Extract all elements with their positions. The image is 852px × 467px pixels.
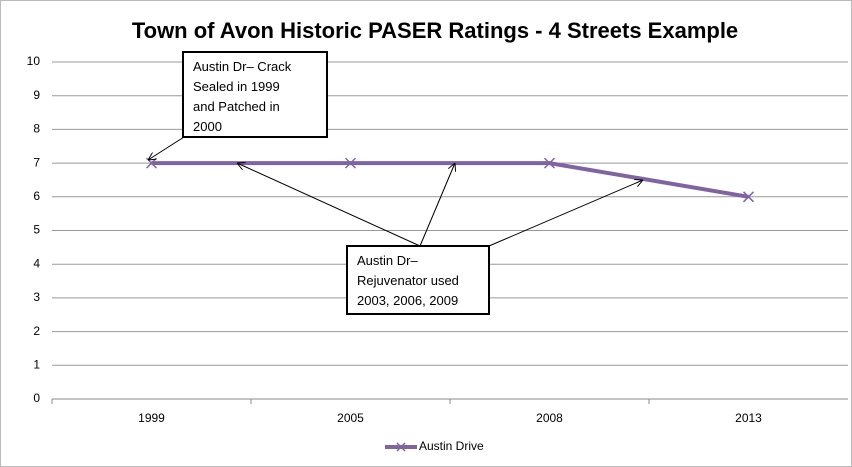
x-tick-label: 2005 <box>337 411 364 425</box>
annotation-arrow <box>419 163 455 247</box>
annotation-text: Austin Dr– <box>357 253 418 268</box>
point-marker <box>344 157 357 169</box>
x-tick-label: 2008 <box>536 411 563 425</box>
chart-title: Town of Avon Historic PASER Ratings - 4 … <box>132 18 738 43</box>
y-tick-label: 5 <box>33 223 40 237</box>
x-tick-label: 2013 <box>735 411 762 425</box>
annotation-arrow <box>148 136 185 160</box>
annotation-arrow <box>237 163 421 247</box>
annotation-text: 2003, 2006, 2009 <box>357 293 458 308</box>
y-tick-label: 1 <box>33 357 40 371</box>
annotation-text: Austin Dr– Crack <box>193 59 292 74</box>
y-tick-label: 6 <box>33 189 40 203</box>
annotation-box <box>346 245 490 315</box>
legend-label: Austin Drive <box>419 439 484 453</box>
y-tick-label: 3 <box>33 290 40 304</box>
annotation-text: 2000 <box>193 119 222 134</box>
y-tick-label: 8 <box>33 122 40 136</box>
y-tick-label: 4 <box>33 256 40 270</box>
annotation-text: Rejuvenator used <box>357 273 459 288</box>
annotation-text: and Patched in <box>193 99 280 114</box>
y-tick-label: 0 <box>33 391 40 405</box>
y-tick-label: 10 <box>27 54 41 68</box>
annotation-box <box>182 51 328 138</box>
y-tick-label: 2 <box>33 324 40 338</box>
y-tick-label: 7 <box>33 155 40 169</box>
y-tick-label: 9 <box>33 88 40 102</box>
annotation-arrow <box>488 180 643 247</box>
point-marker <box>742 191 755 203</box>
point-marker <box>543 157 556 169</box>
x-tick-label: 1999 <box>138 411 165 425</box>
annotation-text: Sealed in 1999 <box>193 79 280 94</box>
legend-marker <box>396 442 406 452</box>
